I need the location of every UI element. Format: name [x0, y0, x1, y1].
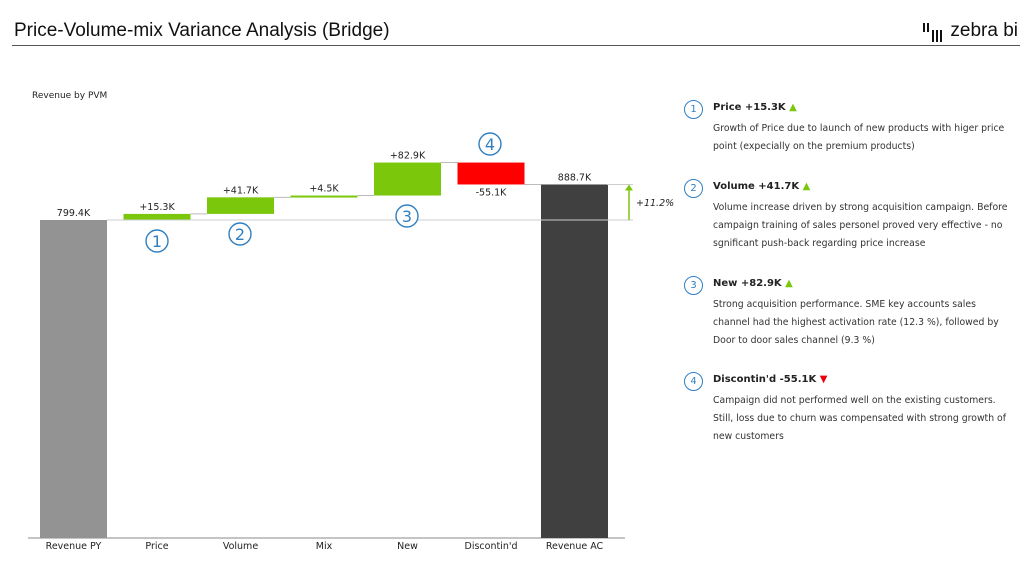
- category-label: Revenue PY: [46, 541, 102, 552]
- bar-mix: [290, 195, 358, 198]
- triangle-down-icon: ▼: [819, 374, 828, 385]
- note-heading-text: Volume +41.7K: [713, 181, 800, 192]
- waterfall-chart: 799.4K Revenue PY +15.3K Price +41.7K Volume +…: [28, 132, 674, 552]
- data-label: +4.5K: [309, 184, 339, 195]
- category-label: Volume: [223, 541, 258, 552]
- svg-text:2: 2: [235, 225, 245, 244]
- data-label: 888.7K: [558, 172, 592, 183]
- category-label: Mix: [316, 541, 333, 552]
- arrow-head-icon: [625, 184, 633, 191]
- note-body: Strong acquisition performance. SME key …: [713, 299, 999, 346]
- bar-volume: [207, 197, 274, 214]
- logo: zebra bi: [922, 20, 1018, 42]
- note-heading: Price +15.3K ▲: [713, 102, 797, 113]
- category-label: Revenue AC: [546, 541, 604, 552]
- note-body: Volume increase driven by strong acquisi…: [713, 202, 1008, 249]
- category-label: New: [397, 541, 418, 552]
- note-heading: New +82.9K ▲: [713, 278, 793, 289]
- logo-text: zebra bi: [950, 20, 1018, 41]
- note-number: 1: [684, 100, 703, 119]
- note-heading: Volume +41.7K ▲: [713, 181, 810, 192]
- svg-text:1: 1: [152, 232, 162, 251]
- total-change-label: +11.2%: [636, 198, 674, 209]
- chart-title: Revenue by PVM: [32, 91, 108, 101]
- bar-new: [374, 162, 441, 196]
- marker-4: 4: [478, 132, 502, 156]
- bar-discontin-d: [457, 162, 525, 185]
- triangle-up-icon: ▲: [789, 102, 797, 113]
- data-label: -55.1K: [476, 187, 508, 198]
- title-divider: [12, 45, 1020, 46]
- marker-3: 3: [395, 204, 419, 228]
- category-label: Discontin'd: [465, 541, 518, 552]
- triangle-up-icon: ▲: [802, 181, 811, 192]
- data-label: +82.9K: [390, 151, 426, 162]
- note-heading-text: Discontin'd -55.1K: [713, 374, 817, 385]
- data-label: +15.3K: [139, 202, 175, 213]
- marker-1: 1: [145, 229, 169, 253]
- bar-revenue-ac: [541, 184, 608, 538]
- svg-text:4: 4: [485, 135, 495, 154]
- note-body: Growth of Price due to launch of new pro…: [713, 123, 1005, 152]
- triangle-up-icon: ▲: [785, 278, 793, 289]
- note-number: 4: [684, 372, 703, 391]
- category-label: Price: [145, 541, 168, 552]
- svg-text:3: 3: [402, 207, 412, 226]
- bar-price: [123, 213, 191, 220]
- note-body: Campaign did not performed well on the e…: [713, 395, 1006, 442]
- note-number: 3: [684, 276, 703, 295]
- data-label: +41.7K: [223, 185, 259, 196]
- note-heading-text: Price +15.3K: [713, 102, 786, 113]
- zebra-logo-icon: [923, 23, 943, 42]
- note-heading-text: New +82.9K: [713, 278, 782, 289]
- page-title: Price-Volume-mix Variance Analysis (Brid…: [14, 20, 390, 41]
- marker-2: 2: [228, 222, 252, 246]
- note-heading: Discontin'd -55.1K ▼: [713, 374, 827, 385]
- data-label: 799.4K: [57, 208, 91, 219]
- bar-revenue-py: [40, 220, 107, 538]
- note-number: 2: [684, 179, 703, 198]
